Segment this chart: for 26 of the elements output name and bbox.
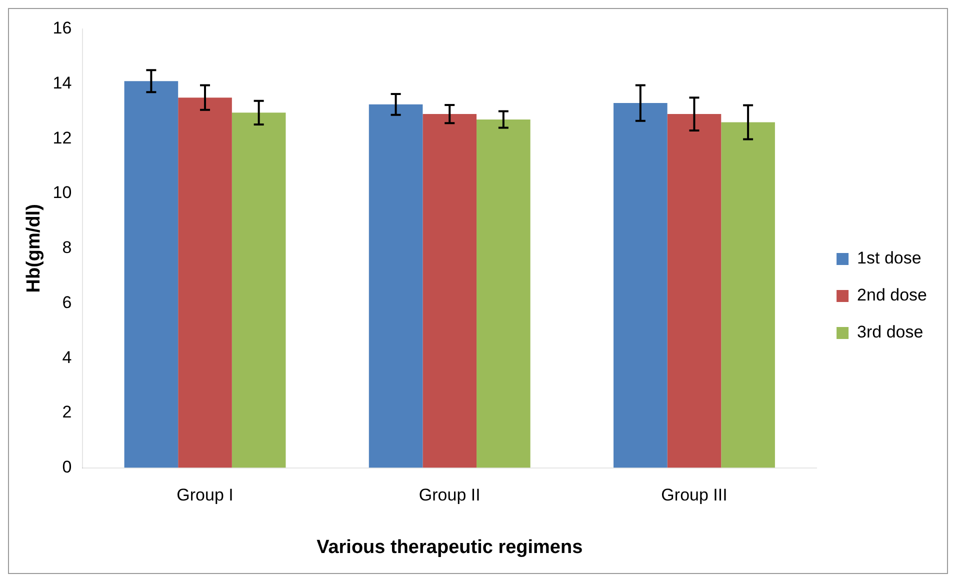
y-tick-label: 6 — [62, 292, 72, 312]
legend-label: 2nd dose — [857, 286, 927, 305]
y-axis-title: Hb(gm/dl) — [24, 204, 45, 293]
bar — [667, 114, 722, 468]
bar — [721, 122, 775, 468]
y-tick-label: 14 — [52, 74, 72, 93]
legend-label: 3rd dose — [857, 322, 924, 342]
x-tick-label: Group III — [661, 486, 728, 505]
y-tick-label: 4 — [62, 348, 72, 367]
bar — [422, 114, 477, 468]
bar — [178, 98, 232, 468]
x-tick-label: Group I — [176, 486, 234, 505]
y-tick-label: 12 — [52, 128, 72, 148]
bar — [614, 103, 668, 468]
y-tick-label: 16 — [52, 18, 72, 38]
bar — [232, 112, 286, 468]
bar — [476, 120, 530, 468]
legend-label: 1st dose — [857, 248, 922, 268]
bar — [124, 81, 178, 468]
x-tick-label: Group II — [418, 486, 480, 505]
bar — [368, 104, 423, 468]
y-tick-label: 8 — [62, 238, 72, 258]
y-tick-label: 10 — [52, 183, 72, 202]
y-tick-label: 2 — [62, 402, 72, 422]
x-axis-title: Various therapeutic regimens — [316, 536, 583, 558]
y-tick-label: 0 — [62, 457, 72, 476]
